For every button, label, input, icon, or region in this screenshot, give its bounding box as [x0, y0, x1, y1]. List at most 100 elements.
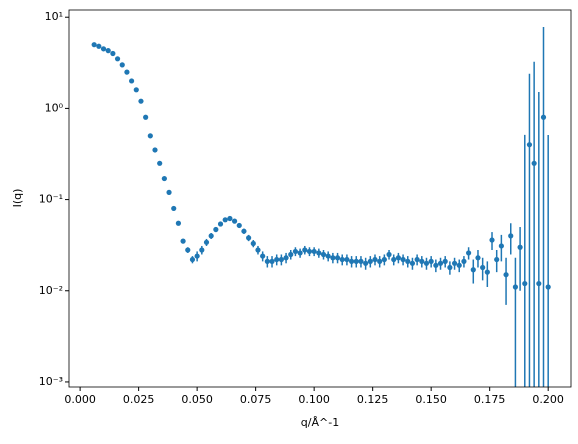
data-point — [480, 264, 486, 271]
x-tick-label: 0.000 — [64, 393, 96, 406]
data-point — [222, 217, 228, 223]
data-point — [442, 258, 448, 264]
data-point — [451, 260, 458, 266]
data-point — [208, 233, 214, 239]
data-point — [377, 258, 383, 264]
data-point — [185, 247, 191, 253]
data-point — [175, 220, 182, 226]
data-point — [260, 253, 266, 259]
x-tick-label: 0.025 — [123, 393, 155, 406]
data-point — [461, 258, 467, 264]
data-point — [227, 215, 233, 222]
data-point — [213, 226, 219, 233]
data-point — [540, 114, 547, 120]
data-point — [325, 253, 331, 259]
data-point — [316, 250, 322, 256]
data-point — [517, 244, 523, 250]
data-point — [391, 256, 397, 263]
data-point — [489, 237, 495, 243]
data-point — [470, 267, 476, 273]
x-tick-label: 0.050 — [181, 393, 213, 406]
data-point — [264, 258, 270, 264]
data-point — [147, 133, 153, 139]
data-point — [475, 255, 481, 261]
y-axis-label: I(q) — [11, 189, 24, 208]
data-point — [503, 272, 509, 278]
data-point — [536, 280, 542, 287]
x-tick-label: 0.200 — [532, 393, 564, 406]
data-point — [428, 258, 434, 264]
data-point — [395, 255, 402, 261]
data-point — [409, 260, 416, 266]
data-point — [526, 142, 533, 148]
data-point — [100, 46, 107, 52]
data-point — [306, 248, 313, 255]
data-point — [348, 258, 355, 264]
data-point — [508, 233, 514, 239]
data-point — [414, 256, 420, 263]
plot-frame — [68, 9, 572, 388]
data-point — [143, 114, 149, 120]
data-point — [494, 256, 500, 263]
data-point — [119, 62, 125, 68]
data-point — [367, 258, 373, 264]
data-point — [189, 256, 196, 263]
data-point — [246, 235, 252, 241]
data-point — [171, 205, 177, 212]
data-point — [217, 221, 224, 227]
data-point — [498, 243, 504, 249]
data-point — [344, 256, 350, 263]
data-point — [96, 43, 102, 49]
x-tick-label: 0.125 — [357, 393, 389, 406]
data-point — [405, 258, 411, 264]
data-point — [194, 253, 200, 259]
data-point — [386, 251, 392, 258]
data-point — [278, 256, 284, 263]
data-point — [157, 160, 163, 166]
data-point — [138, 98, 144, 104]
data-point — [334, 255, 341, 261]
data-point — [419, 258, 425, 264]
y-tick-label: 10⁰ — [45, 101, 64, 114]
data-point — [363, 260, 369, 266]
data-point — [152, 147, 158, 153]
x-axis-label: q/Å^-1 — [301, 416, 339, 429]
data-point — [302, 247, 308, 253]
y-tick-label: 10⁻³ — [39, 375, 63, 388]
data-point — [512, 284, 519, 290]
data-point — [236, 222, 242, 229]
data-point — [114, 56, 121, 62]
data-point — [283, 255, 289, 261]
data-point — [110, 50, 116, 57]
data-point — [124, 69, 130, 75]
data-point — [339, 256, 345, 263]
data-point — [231, 218, 238, 224]
data-point — [297, 250, 303, 256]
data-point — [180, 238, 186, 244]
data-point — [203, 239, 210, 245]
y-tick-label: 10⁻¹ — [39, 193, 63, 206]
data-point — [437, 260, 444, 266]
data-point — [522, 280, 528, 287]
data-point — [381, 256, 387, 263]
data-point — [129, 78, 135, 84]
data-point — [447, 264, 453, 271]
data-point — [161, 175, 167, 182]
data-point — [466, 250, 472, 256]
data-point — [199, 247, 205, 253]
data-point — [250, 240, 256, 247]
data-point — [330, 255, 336, 261]
data-point — [433, 262, 439, 268]
data-point — [423, 260, 430, 266]
data-point — [311, 248, 317, 255]
data-point — [241, 228, 247, 234]
data-point — [358, 258, 364, 264]
data-point — [545, 284, 551, 290]
data-point — [456, 262, 462, 268]
x-tick-label: 0.150 — [415, 393, 447, 406]
data-point — [105, 48, 111, 54]
data-point — [166, 189, 172, 195]
data-point — [372, 256, 378, 263]
x-tick-label: 0.175 — [474, 393, 506, 406]
y-tick-label: 10¹ — [45, 10, 63, 23]
